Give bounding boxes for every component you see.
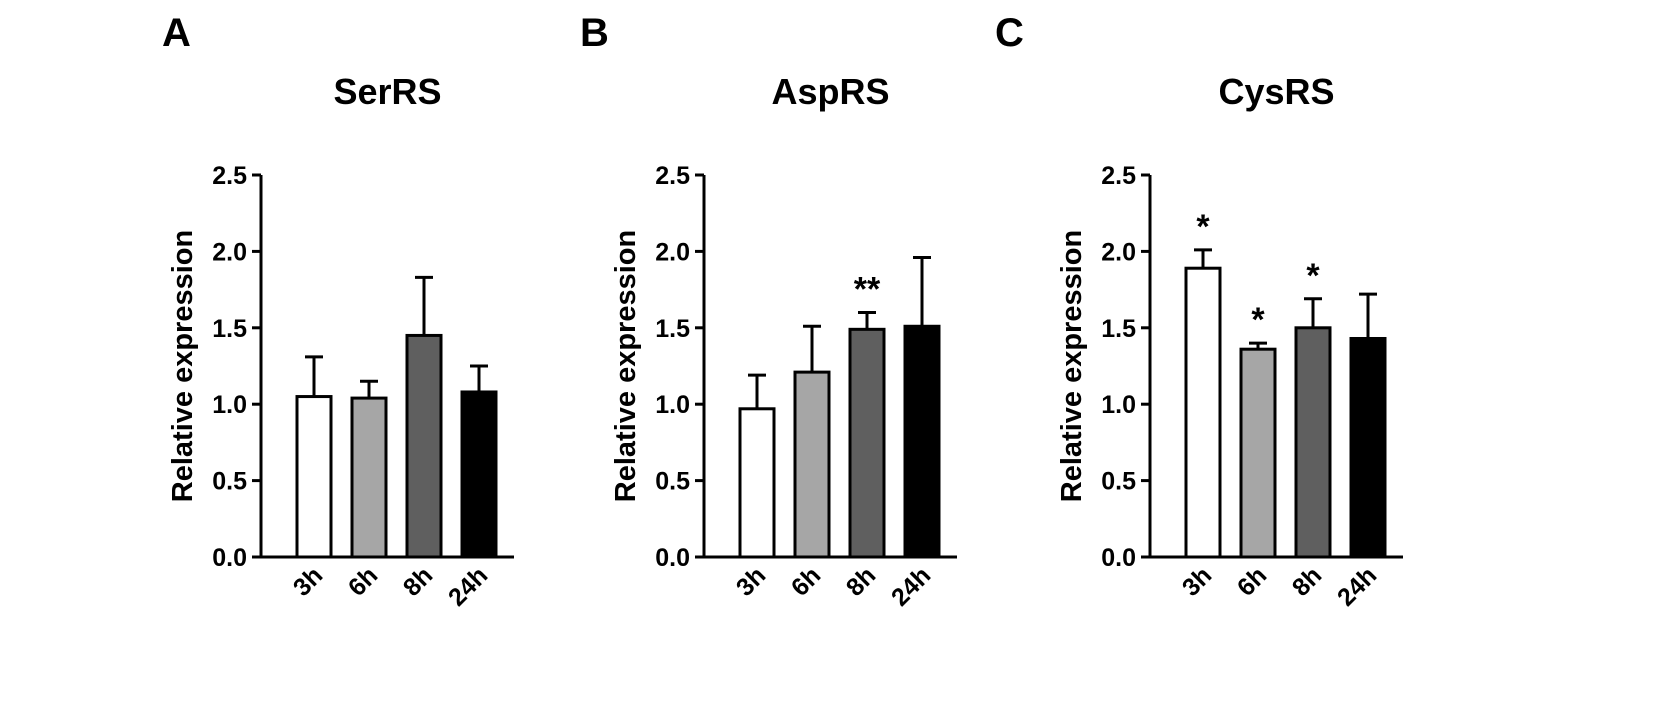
bar-8h	[848, 327, 886, 559]
y-axis-title: Relative expression	[1056, 230, 1088, 502]
x-tick-label: 8h	[841, 561, 881, 601]
significance-mark: *	[1196, 208, 1210, 246]
y-tick-label: 1.0	[655, 391, 690, 419]
y-tick-label: 2.0	[1101, 238, 1136, 266]
significance-mark: *	[1306, 257, 1320, 295]
x-tick-label: 8h	[1287, 561, 1327, 601]
y-tick-label: 0.5	[212, 468, 247, 496]
x-tick-label: 6h	[1232, 561, 1272, 601]
bar-6h	[1239, 347, 1277, 559]
y-tick-label: 2.5	[655, 162, 690, 190]
y-tick-label: 1.5	[212, 315, 247, 343]
significance-mark: **	[854, 271, 881, 309]
x-tick-label: 3h	[288, 561, 328, 601]
x-tick-label: 8h	[398, 561, 438, 601]
bar-8h	[1294, 326, 1332, 559]
y-tick-label: 1.0	[212, 391, 247, 419]
y-tick-label: 1.5	[1101, 315, 1136, 343]
bar-3h	[738, 407, 776, 559]
y-tick-label: 0.0	[1101, 544, 1136, 572]
x-tick-label: 24h	[443, 561, 493, 611]
y-axis-title: Relative expression	[610, 230, 642, 502]
y-tick-label: 0.0	[212, 544, 247, 572]
chart-title: AspRS	[771, 71, 889, 112]
bar-8h	[405, 333, 443, 559]
x-tick-label: 24h	[1332, 561, 1382, 611]
chart-panel-c: C CysRS Relative expression 0.0 0.5 1.0 1.5 2.0…	[995, 11, 1403, 612]
x-tick-label: 24h	[886, 561, 936, 611]
y-tick-label: 1.5	[655, 315, 690, 343]
bar-24h	[1349, 336, 1387, 559]
y-tick-label: 0.5	[1101, 468, 1136, 496]
chart-panel-b: B AspRS Relative expression 0.0 0.5 1.0 1.5 2.0…	[580, 11, 957, 612]
x-tick-label: 6h	[786, 561, 826, 601]
y-tick-label: 1.0	[1101, 391, 1136, 419]
y-tick-label: 0.0	[655, 544, 690, 572]
bar-6h	[350, 396, 388, 559]
bar-24h	[460, 390, 498, 559]
y-axis-title: Relative expression	[167, 230, 199, 502]
bar-3h	[295, 395, 333, 559]
bar-24h	[903, 324, 941, 559]
bar-3h	[1184, 266, 1222, 559]
y-tick-label: 2.5	[212, 162, 247, 190]
y-tick-label: 2.0	[212, 238, 247, 266]
y-tick-label: 0.5	[655, 468, 690, 496]
bar-6h	[793, 370, 831, 559]
x-tick-label: 3h	[731, 561, 771, 601]
x-tick-label: 3h	[1177, 561, 1217, 601]
chart-panel-a: A SerRS Relative expression 0.0 0.5 1.0 1.5 2.0…	[162, 11, 514, 612]
y-tick-label: 2.0	[655, 238, 690, 266]
y-tick-label: 2.5	[1101, 162, 1136, 190]
panel-letter: A	[162, 11, 191, 55]
significance-mark: *	[1251, 301, 1265, 339]
panel-letter: C	[995, 11, 1024, 55]
x-tick-label: 6h	[343, 561, 383, 601]
chart-title: SerRS	[333, 71, 441, 112]
panel-letter: B	[580, 11, 609, 55]
chart-title: CysRS	[1218, 71, 1334, 112]
